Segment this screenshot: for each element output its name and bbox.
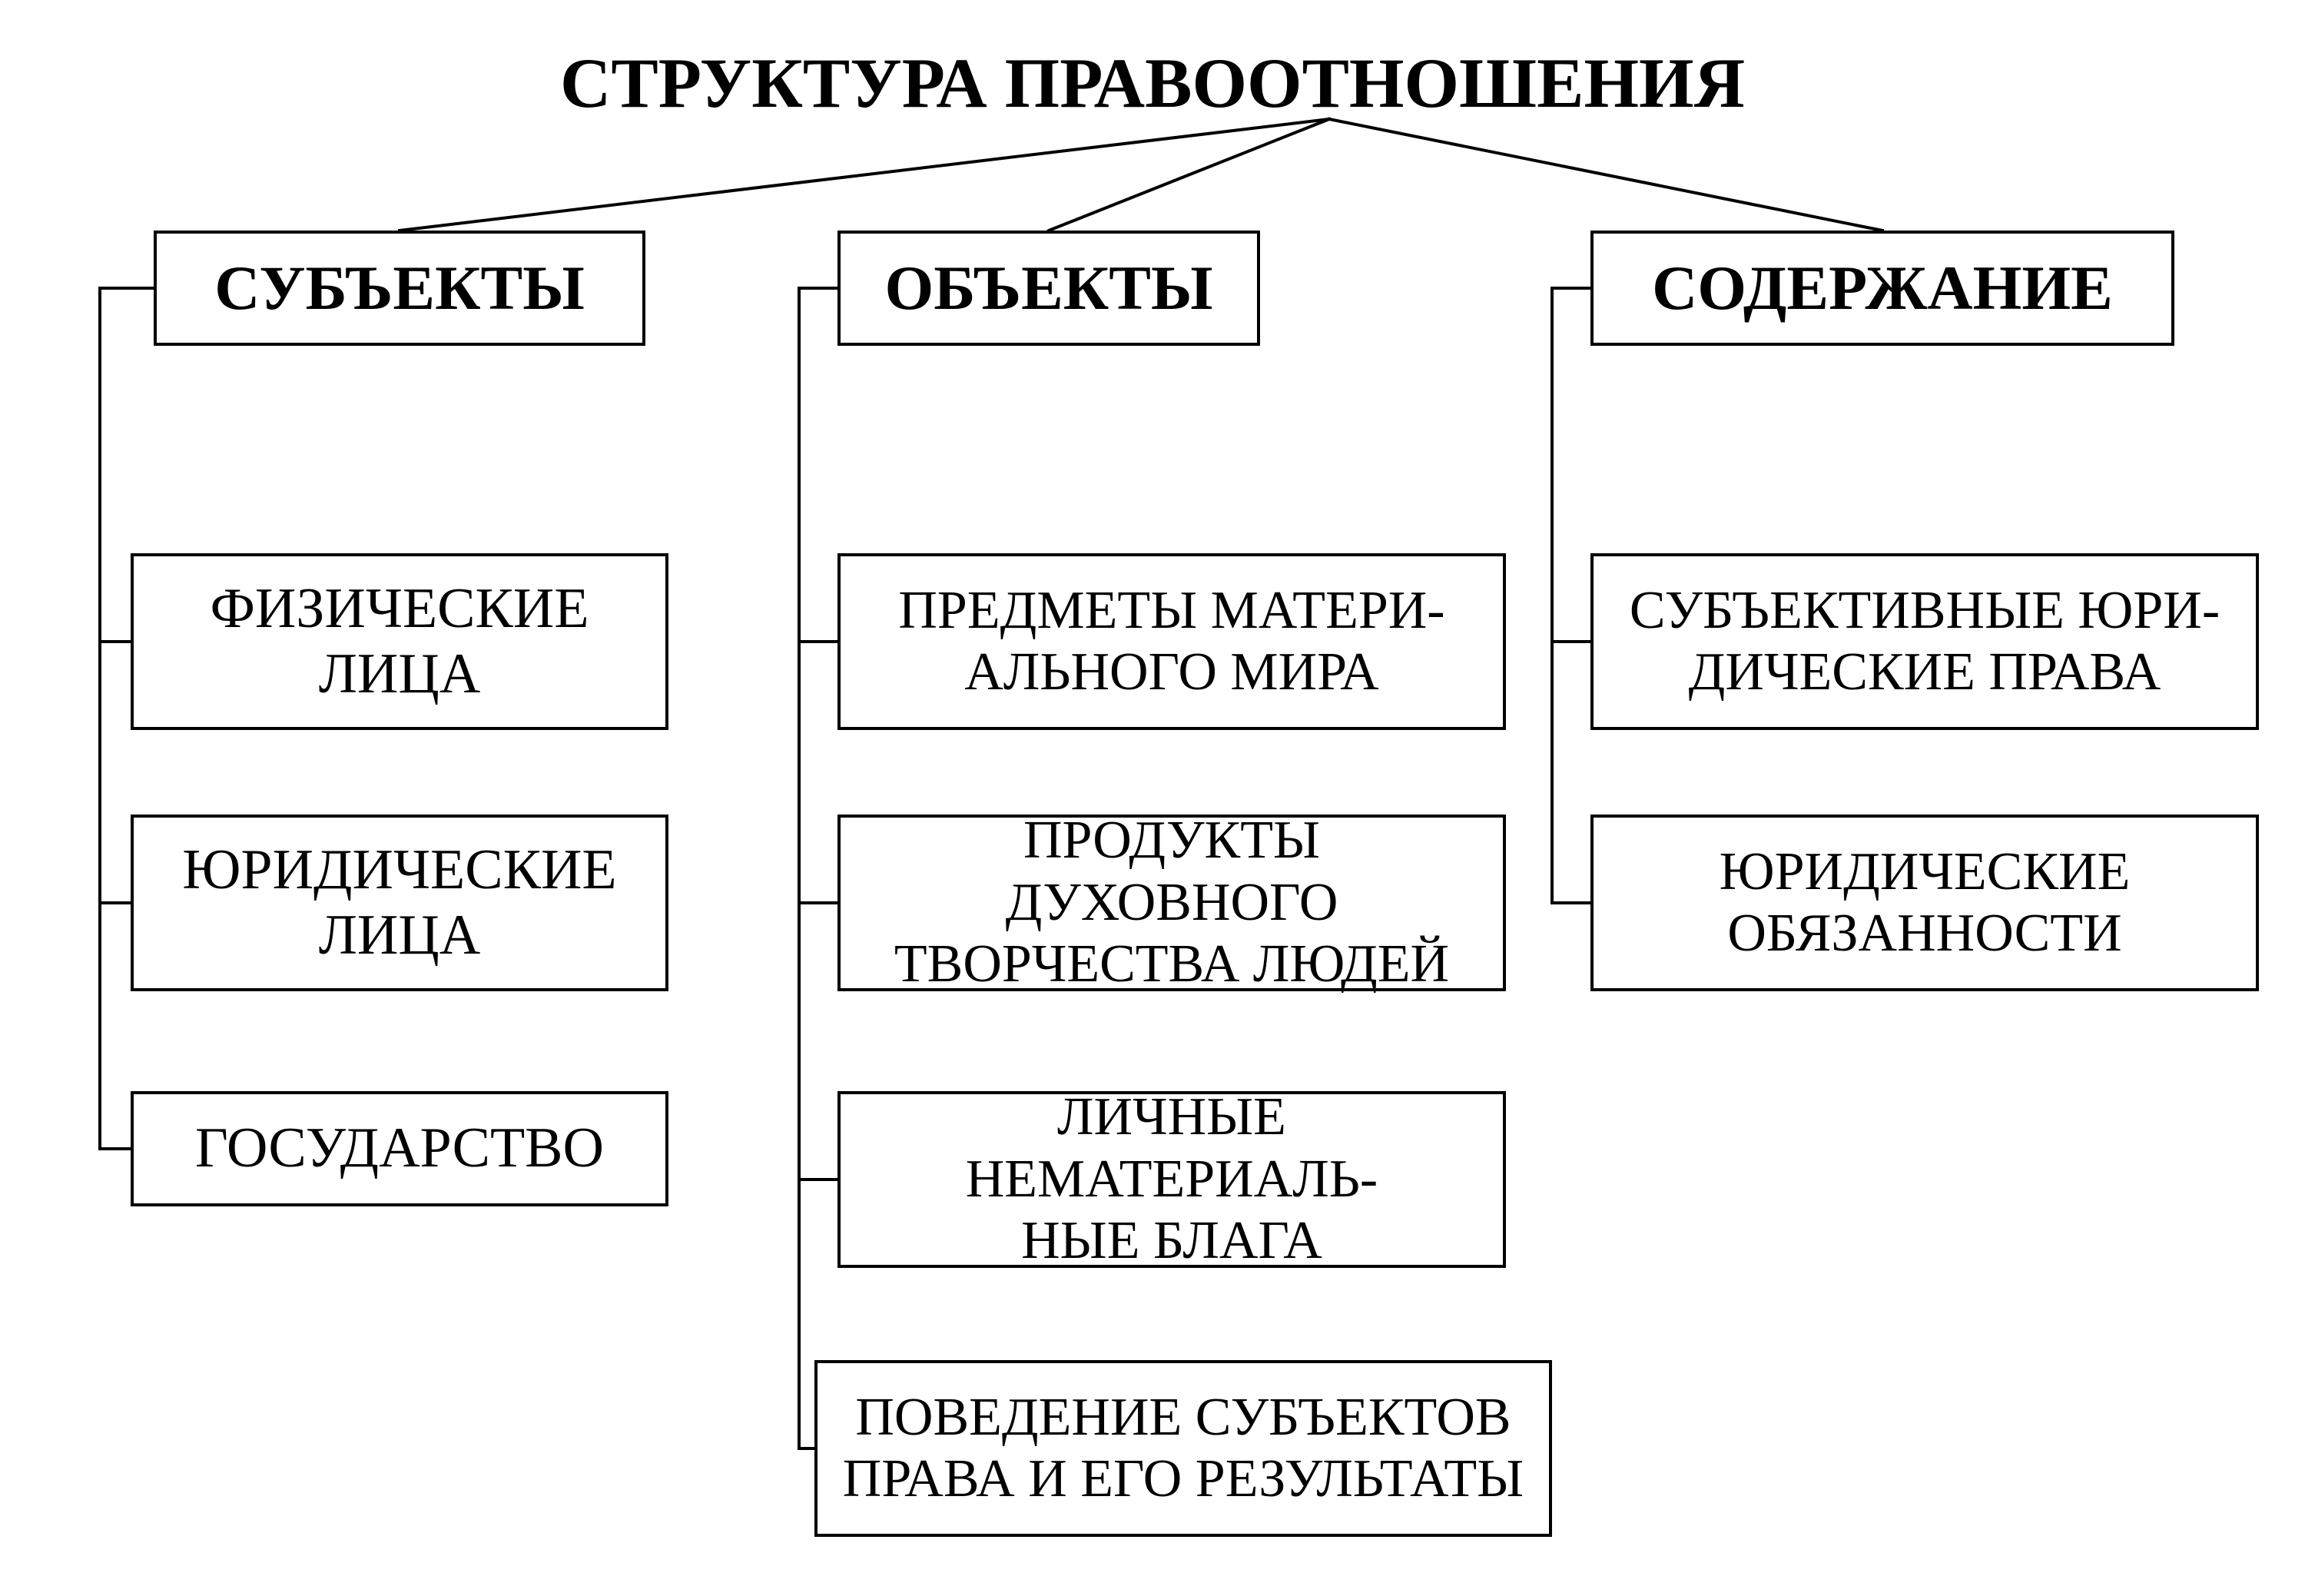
node-cont: СОДЕРЖАНИЕ <box>1590 231 2174 346</box>
node-s1: ФИЗИЧЕСКИЕ ЛИЦА <box>131 553 668 730</box>
node-label: ПРЕДМЕТЫ МАТЕРИ- АЛЬНОГО МИРА <box>898 580 1444 704</box>
node-label: ПОВЕДЕНИЕ СУБЪЕКТОВ ПРАВА И ЕГО РЕЗУЛЬТА… <box>843 1387 1524 1511</box>
node-o3: ЛИЧНЫЕ НЕМАТЕРИАЛЬ- НЫЕ БЛАГА <box>837 1091 1506 1268</box>
node-subj: СУБЪЕКТЫ <box>154 231 645 346</box>
node-label: СУБЪЕКТЫ <box>214 252 585 324</box>
node-s3: ГОСУДАРСТВО <box>131 1091 668 1206</box>
diagram-title: СТРУКТУРА ПРАВООТНОШЕНИЯ <box>0 42 2305 124</box>
node-s2: ЮРИДИЧЕСКИЕ ЛИЦА <box>131 815 668 991</box>
node-c2: ЮРИДИЧЕСКИЕ ОБЯЗАННОСТИ <box>1590 815 2259 991</box>
node-label: ЮРИДИЧЕСКИЕ ЛИЦА <box>182 838 616 968</box>
node-label: ЮРИДИЧЕСКИЕ ОБЯЗАННОСТИ <box>1720 841 2131 965</box>
node-label: ФИЗИЧЕСКИЕ ЛИЦА <box>210 576 589 707</box>
node-o2: ПРОДУКТЫ ДУХОВНОГО ТВОРЧЕСТВА ЛЮДЕЙ <box>837 815 1506 991</box>
node-label: ПРОДУКТЫ ДУХОВНОГО ТВОРЧЕСТВА ЛЮДЕЙ <box>856 810 1487 996</box>
node-label: СОДЕРЖАНИЕ <box>1652 252 2113 324</box>
node-obj: ОБЪЕКТЫ <box>837 231 1260 346</box>
node-o4: ПОВЕДЕНИЕ СУБЪЕКТОВ ПРАВА И ЕГО РЕЗУЛЬТА… <box>814 1360 1552 1537</box>
node-o1: ПРЕДМЕТЫ МАТЕРИ- АЛЬНОГО МИРА <box>837 553 1506 730</box>
node-label: ГОСУДАРСТВО <box>195 1116 604 1181</box>
node-label: ОБЪЕКТЫ <box>885 252 1213 324</box>
node-label: ЛИЧНЫЕ НЕМАТЕРИАЛЬ- НЫЕ БЛАГА <box>856 1087 1487 1272</box>
node-c1: СУБЪЕКТИВНЫЕ ЮРИ- ДИЧЕСКИЕ ПРАВА <box>1590 553 2259 730</box>
diagram-stage: СТРУКТУРА ПРАВООТНОШЕНИЯ СУБЪЕКТЫ ОБЪЕКТЫ С… <box>0 0 2305 1596</box>
node-label: СУБЪЕКТИВНЫЕ ЮРИ- ДИЧЕСКИЕ ПРАВА <box>1630 580 2220 704</box>
